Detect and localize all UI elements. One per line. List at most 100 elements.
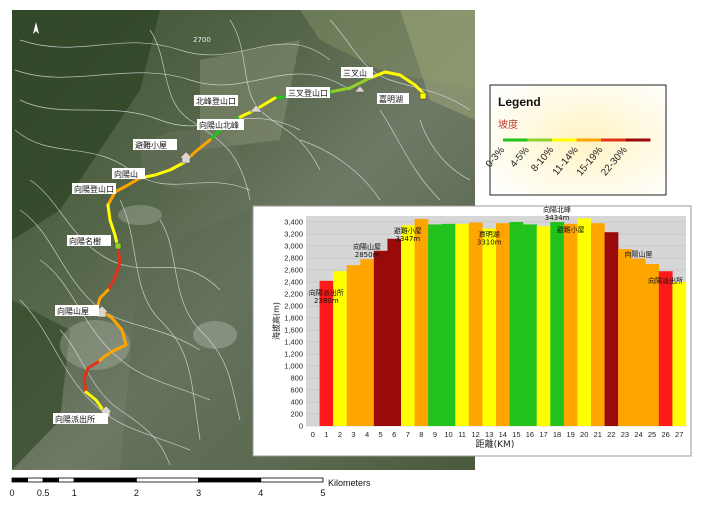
x-tick-labels: 0 1 2 3 4 5 6 7 8 9 10 11 12 13 14 15 16 17 18 19 20 21 22 23 24… [311, 430, 684, 439]
x-tick-label: 21 [594, 430, 602, 439]
bar-km-10 [441, 223, 456, 426]
x-tick-label: 2 [338, 430, 342, 439]
label-sancha-mountain: 三叉山 [343, 68, 367, 78]
y-tick-label: 2,800 [284, 254, 303, 263]
legend-swatch-1 [527, 138, 553, 142]
place-labels: 2700 北峰登山口 三叉登山口 三叉山 嘉明湖 向陽山北峰 避難小屋 向陽山 … [53, 36, 409, 424]
legend-swatch-0 [503, 138, 528, 142]
x-tick-label: 12 [471, 430, 479, 439]
legend: Legend 坡度 0-3% 4-5%8-10%11-14%15-19%22-30… [484, 84, 667, 196]
legend-swatch-2 [552, 138, 577, 142]
bar-km-20 [577, 218, 592, 426]
bar-km-2 [333, 271, 347, 426]
label-xiangyang-cabin: 向陽山屋 [57, 306, 89, 316]
scale-bar-segments [11, 477, 324, 483]
x-tick-label: 27 [675, 430, 683, 439]
x-tick-label: 18 [553, 430, 561, 439]
y-tick-label: 1,400 [284, 338, 303, 347]
x-tick-label: 26 [661, 430, 669, 439]
legend-swatch-4 [601, 138, 626, 142]
y-tick-label: 3,400 [284, 218, 303, 227]
legend-swatch-5 [625, 138, 651, 142]
bar-annotation: 2380m [314, 297, 339, 305]
bar-series [319, 218, 687, 426]
trail-marker-icon [114, 242, 122, 250]
y-tick-label: 400 [290, 398, 303, 407]
refuge-hut-icon [179, 151, 193, 164]
y-tick-label: 3,000 [284, 242, 303, 251]
y-tick-label: 2,000 [284, 302, 303, 311]
scale-bar-segment [27, 477, 44, 483]
x-tick-label: 16 [526, 430, 534, 439]
x-tick-label: 15 [512, 430, 520, 439]
scale-bar-tick: 5 [320, 488, 325, 498]
label-refuge-hut: 避難小屋 [135, 140, 167, 150]
scale-bar-tick: 0.5 [37, 488, 50, 498]
bar-km-5 [373, 250, 388, 426]
label-xiangyang-famous-tree: 向陽名樹 [69, 236, 101, 246]
y-tick-label: 0 [299, 422, 303, 431]
x-tick-label: 5 [379, 430, 383, 439]
bar-annotation: 向陽北峰 [543, 205, 571, 214]
scale-bar-segment [58, 477, 75, 483]
bar-km-15 [509, 222, 524, 426]
scale-bar: 0 0.5 1 2 3 4 5 Kilometers [9, 477, 371, 498]
x-tick-label: 1 [324, 430, 328, 439]
bar-annotation: 避難小屋 [557, 225, 585, 234]
scale-bar-unit: Kilometers [328, 478, 371, 488]
bar-km-25 [645, 264, 660, 426]
scale-bar-tick: 1 [72, 488, 77, 498]
x-tick-label: 19 [566, 430, 574, 439]
peak-icon [249, 104, 263, 113]
label-xiangyang-mountain: 向陽山 [114, 169, 138, 179]
scale-bar-tick: 3 [196, 488, 201, 498]
label-jiaming-lake: 嘉明湖 [379, 94, 403, 104]
x-tick-label: 11 [458, 430, 466, 439]
x-tick-label: 22 [607, 430, 615, 439]
label-sancha-trailhead: 三叉登山口 [288, 88, 328, 98]
scale-bar-ticks: 0 0.5 1 2 3 4 5 [9, 488, 325, 498]
bar-km-6 [387, 238, 402, 426]
y-axis-label: 海拔高(m) [271, 302, 281, 340]
north-arrow-icon [33, 22, 39, 34]
bar-annotation: 向陽山屋 [353, 242, 381, 251]
bar-km-19 [563, 223, 578, 426]
bar-km-17 [536, 226, 551, 426]
elevation-profile-chart: 02004006008001,0001,2001,4001,6001,8002,… [252, 205, 692, 457]
x-tick-label: 10 [444, 430, 452, 439]
legend-title: Legend [498, 95, 541, 109]
bar-km-9 [428, 224, 442, 426]
label-xiangyang-police-station: 向陽派出所 [55, 414, 95, 424]
bar-km-22 [604, 232, 619, 426]
y-tick-label: 1,600 [284, 326, 303, 335]
bar-annotation: 向陽派出所 [309, 288, 344, 297]
y-tick-label: 800 [290, 374, 303, 383]
label-xiangyang-trailhead: 向陽登山口 [74, 184, 114, 194]
x-tick-label: 17 [539, 430, 547, 439]
x-tick-label: 6 [392, 430, 396, 439]
scale-bar-segment [11, 477, 28, 483]
legend-color-ramp [503, 138, 651, 142]
x-tick-label: 20 [580, 430, 588, 439]
scale-bar-segment [135, 477, 199, 483]
bar-km-27 [672, 282, 687, 426]
bar-km-7 [401, 225, 415, 426]
bar-km-3 [346, 265, 361, 426]
bar-km-1 [319, 280, 334, 426]
x-axis-label: 距離(KM) [476, 438, 515, 450]
legend-subtitle: 坡度 [498, 118, 518, 131]
y-tick-label: 600 [290, 386, 303, 395]
x-tick-label: 24 [634, 430, 642, 439]
scale-bar-segment [42, 477, 60, 483]
scale-bar-tick: 0 [9, 488, 14, 498]
bar-km-8 [414, 219, 429, 426]
scale-bar-segment [73, 477, 137, 483]
bar-km-16 [523, 224, 537, 426]
x-tick-label: 8 [419, 430, 423, 439]
x-tick-label: 7 [406, 430, 410, 439]
bar-km-24 [631, 258, 646, 426]
x-tick-label: 9 [433, 430, 437, 439]
y-tick-label: 200 [290, 410, 303, 419]
scale-bar-segment [260, 477, 324, 483]
y-tick-label: 1,000 [284, 362, 303, 371]
